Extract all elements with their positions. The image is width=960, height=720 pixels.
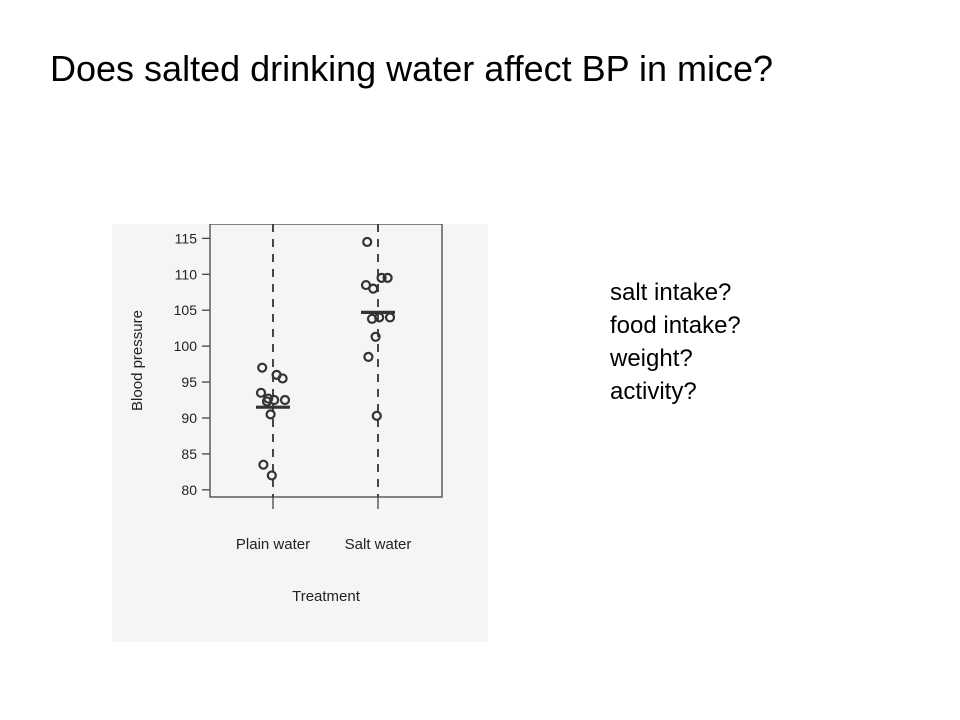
y-tick-label: 105 xyxy=(174,302,198,318)
data-point xyxy=(382,272,393,283)
data-point xyxy=(368,283,379,294)
data-point xyxy=(261,396,273,407)
data-point xyxy=(362,236,373,248)
slide-title: Does salted drinking water affect BP in … xyxy=(50,48,774,89)
data-point xyxy=(279,394,291,406)
data-point xyxy=(371,410,382,421)
question-item: salt intake? xyxy=(610,279,732,306)
y-tick-label: 90 xyxy=(181,410,197,426)
data-point xyxy=(258,459,269,470)
data-point xyxy=(255,387,267,398)
data-point xyxy=(277,373,288,384)
data-point xyxy=(266,470,277,481)
data-point xyxy=(265,409,276,420)
data-point xyxy=(257,362,268,373)
y-tick-label: 85 xyxy=(181,446,197,462)
y-tick-label: 115 xyxy=(175,230,198,246)
y-tick-label: 100 xyxy=(174,338,198,354)
y-tick-label: 80 xyxy=(181,482,197,498)
data-point xyxy=(384,312,396,323)
y-tick-label: 110 xyxy=(175,266,198,282)
question-list: salt intake? food intake? weight? activi… xyxy=(610,276,741,408)
y-tick-label: 95 xyxy=(181,374,197,390)
strip-chart: 80 85 90 95 100 105 110 115 Blood pressure Plain … xyxy=(129,224,443,605)
question-item: food intake? xyxy=(610,312,741,339)
x-tick-label: Salt water xyxy=(345,536,412,553)
data-point xyxy=(376,272,387,283)
x-axis-label: Treatment xyxy=(292,588,361,605)
question-item: weight? xyxy=(610,345,693,372)
data-point xyxy=(363,351,374,363)
data-point xyxy=(366,313,378,324)
y-axis-label: Blood pressure xyxy=(129,310,146,411)
chart-panel: 80 85 90 95 100 105 110 115 Blood pressure Plain … xyxy=(112,224,488,642)
question-item: activity? xyxy=(610,378,697,405)
x-tick-label: Plain water xyxy=(236,536,310,553)
data-point xyxy=(370,331,381,342)
plot-frame xyxy=(209,224,443,498)
